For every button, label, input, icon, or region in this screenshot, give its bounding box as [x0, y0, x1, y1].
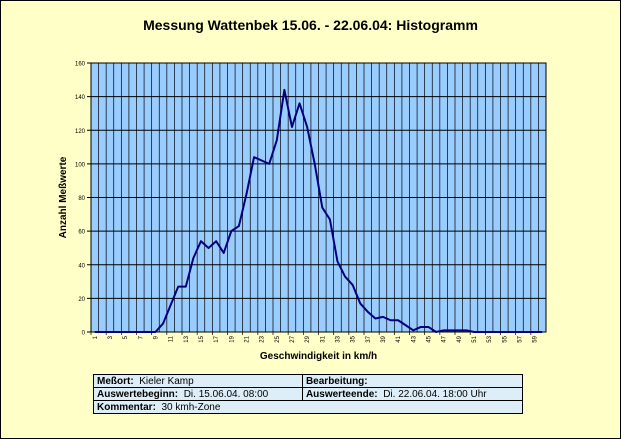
x-tick-label: 47 [442, 335, 448, 342]
x-tick-label: 43 [411, 335, 417, 342]
x-tick-label: 37 [366, 335, 372, 342]
messort-value: Kieler Kamp [139, 375, 194, 387]
y-tick-label: 120 [75, 129, 86, 135]
y-tick-label: 60 [78, 230, 85, 236]
y-tick-label: 100 [75, 162, 86, 168]
x-tick-label: 35 [351, 335, 357, 342]
ende-cell: Auswerteende: Di. 22.06.04. 18:00 Uhr [301, 387, 524, 401]
y-axis-label: Anzahl Meßwerte [58, 156, 69, 238]
y-tick-label: 0 [82, 331, 86, 337]
beginn-value: Di. 15.06.04. 08:00 [183, 388, 269, 400]
x-tick-label: 27 [290, 335, 296, 342]
x-tick-label: 13 [184, 335, 190, 342]
x-tick-label: 29 [305, 335, 311, 342]
beginn-cell: Auswertebeginn: Di. 15.06.04. 08:00 [93, 387, 303, 401]
y-tick-label: 20 [78, 297, 85, 303]
messort-cell: Meßort: Kieler Kamp [93, 374, 303, 388]
x-tick-label: 21 [244, 335, 250, 342]
x-tick-label: 19 [229, 335, 235, 342]
y-tick-label: 80 [78, 196, 85, 202]
y-tick-label: 140 [75, 95, 86, 101]
x-tick-label: 49 [457, 335, 463, 342]
x-tick-label: 5 [123, 335, 129, 339]
x-tick-label: 9 [153, 335, 159, 339]
messort-label: Meßort: [97, 375, 134, 387]
info-table: Meßort: Kieler Kamp Bearbeitung: Auswert… [93, 374, 524, 414]
x-tick-label: 11 [169, 335, 175, 342]
x-tick-label: 39 [381, 335, 387, 342]
chart-title: Messung Wattenbek 15.06. - 22.06.04: His… [143, 17, 478, 33]
x-tick-label: 41 [396, 335, 402, 342]
series-line [94, 88, 543, 333]
ende-value: Di. 22.06.04. 18:00 Uhr [383, 388, 487, 400]
y-tick-label: 40 [78, 263, 85, 269]
bearbeitung-label: Bearbeitung: [305, 375, 368, 387]
x-tick-label: 53 [487, 335, 493, 342]
x-tick-label: 57 [517, 335, 523, 342]
x-tick-label: 59 [533, 335, 539, 342]
y-tick-label: 160 [75, 62, 86, 68]
x-tick-label: 31 [320, 335, 326, 342]
kommentar-label: Kommentar: [97, 401, 156, 413]
x-tick-label: 1 [93, 335, 99, 339]
kommentar-value: 30 kmh-Zone [161, 401, 221, 413]
beginn-label: Auswertebeginn: [97, 388, 179, 400]
x-tick-label: 17 [214, 335, 220, 342]
x-tick-label: 15 [199, 335, 205, 342]
x-tick-label: 33 [335, 335, 341, 342]
x-tick-label: 45 [426, 335, 432, 342]
kommentar-cell: Kommentar: 30 kmh-Zone [93, 400, 523, 414]
bearbeitung-cell: Bearbeitung: [301, 374, 524, 388]
x-tick-label: 7 [138, 335, 144, 339]
x-tick-label: 25 [275, 335, 281, 342]
ende-label: Auswerteende: [305, 388, 378, 400]
x-tick-label: 23 [260, 335, 266, 342]
x-tick-label: 51 [472, 335, 478, 342]
x-tick-label: 3 [108, 335, 114, 339]
x-axis-label: Geschwindigkeit in km/h [260, 351, 377, 362]
x-tick-label: 55 [502, 335, 508, 342]
